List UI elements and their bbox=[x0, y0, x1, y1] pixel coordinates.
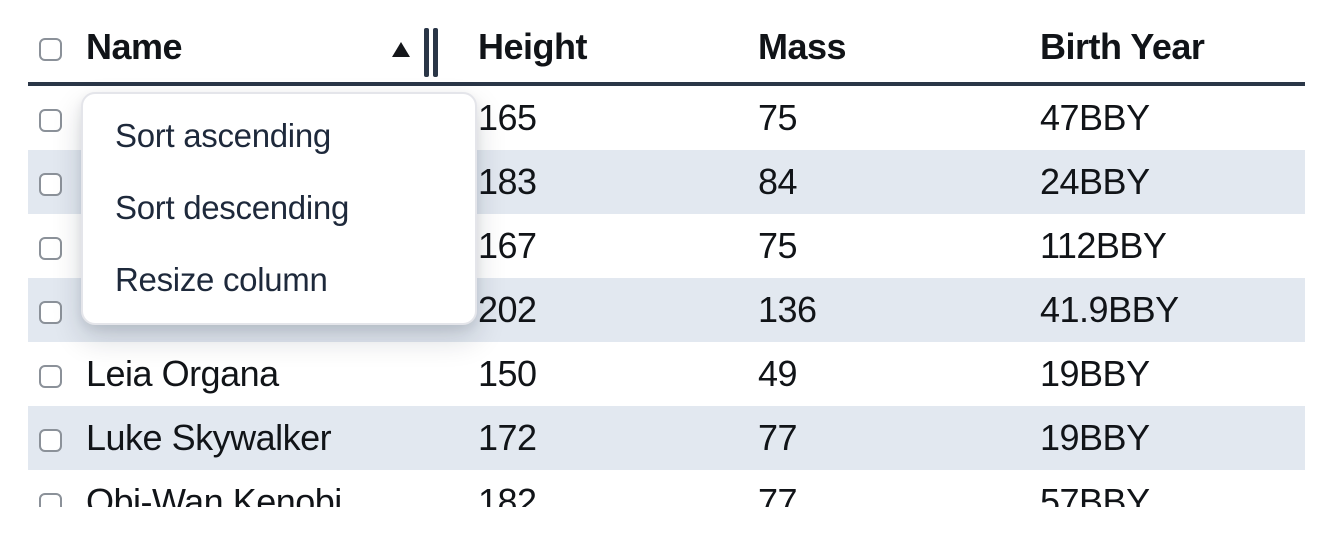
column-resize-handle[interactable] bbox=[424, 28, 438, 77]
select-all-checkbox[interactable] bbox=[39, 37, 62, 61]
cell-birth-year: 47BBY bbox=[1040, 97, 1150, 138]
column-header-height[interactable]: Height bbox=[470, 26, 750, 68]
cell-height: 167 bbox=[478, 225, 537, 266]
cell-mass: 49 bbox=[758, 353, 798, 394]
row-checkbox[interactable] bbox=[39, 492, 62, 507]
cell-name: Luke Skywalker bbox=[86, 417, 332, 458]
table-row: Obi-Wan Kenobi 182 77 57BBY bbox=[28, 470, 1305, 507]
cell-height: 202 bbox=[478, 289, 537, 330]
resize-bar-icon bbox=[424, 28, 429, 77]
column-header-birth-year[interactable]: Birth Year bbox=[1032, 26, 1305, 68]
row-checkbox[interactable] bbox=[39, 236, 62, 260]
cell-height: 172 bbox=[478, 417, 537, 458]
column-header-height-label: Height bbox=[478, 26, 588, 67]
cell-birth-year: 19BBY bbox=[1040, 353, 1150, 394]
row-checkbox[interactable] bbox=[39, 172, 62, 196]
column-header-name-label: Name bbox=[86, 26, 183, 67]
cell-mass: 77 bbox=[758, 417, 798, 458]
cell-name: Leia Organa bbox=[86, 353, 279, 394]
column-header-name[interactable]: Name bbox=[78, 26, 470, 68]
menu-item-sort-ascending[interactable]: Sort ascending bbox=[115, 117, 331, 154]
cell-mass: 84 bbox=[758, 161, 798, 202]
cell-height: 165 bbox=[478, 97, 537, 138]
cell-birth-year: 24BBY bbox=[1040, 161, 1150, 202]
column-header-mass-label: Mass bbox=[758, 26, 847, 67]
table-row: Luke Skywalker 172 77 19BBY bbox=[28, 406, 1305, 470]
cell-birth-year: 57BBY bbox=[1040, 481, 1150, 507]
cell-height: 182 bbox=[478, 481, 537, 507]
cell-birth-year: 41.9BBY bbox=[1040, 289, 1179, 330]
cell-height: 150 bbox=[478, 353, 537, 394]
select-all-cell bbox=[28, 26, 78, 68]
column-header-birth-year-label: Birth Year bbox=[1040, 26, 1205, 67]
column-header-mass[interactable]: Mass bbox=[750, 26, 1032, 68]
menu-item-sort-descending[interactable]: Sort descending bbox=[115, 189, 349, 226]
cell-height: 183 bbox=[478, 161, 537, 202]
cell-mass: 136 bbox=[758, 289, 817, 330]
cell-birth-year: 19BBY bbox=[1040, 417, 1150, 458]
row-checkbox[interactable] bbox=[39, 428, 62, 452]
column-context-menu: Sort ascending Sort descending Resize co… bbox=[81, 92, 477, 325]
sort-ascending-icon[interactable] bbox=[392, 42, 410, 57]
menu-item-resize-column[interactable]: Resize column bbox=[115, 261, 328, 298]
row-checkbox[interactable] bbox=[39, 300, 62, 324]
table-row: Leia Organa 150 49 19BBY bbox=[28, 342, 1305, 406]
resize-bar-icon bbox=[433, 28, 438, 77]
row-checkbox[interactable] bbox=[39, 364, 62, 388]
row-checkbox[interactable] bbox=[39, 108, 62, 132]
cell-birth-year: 112BBY bbox=[1040, 225, 1167, 266]
cell-mass: 75 bbox=[758, 97, 798, 138]
table-header-row: Name Height Mass Birth Year bbox=[28, 0, 1305, 86]
cell-mass: 75 bbox=[758, 225, 798, 266]
cell-mass: 77 bbox=[758, 481, 798, 507]
cell-name: Obi-Wan Kenobi bbox=[86, 481, 342, 507]
